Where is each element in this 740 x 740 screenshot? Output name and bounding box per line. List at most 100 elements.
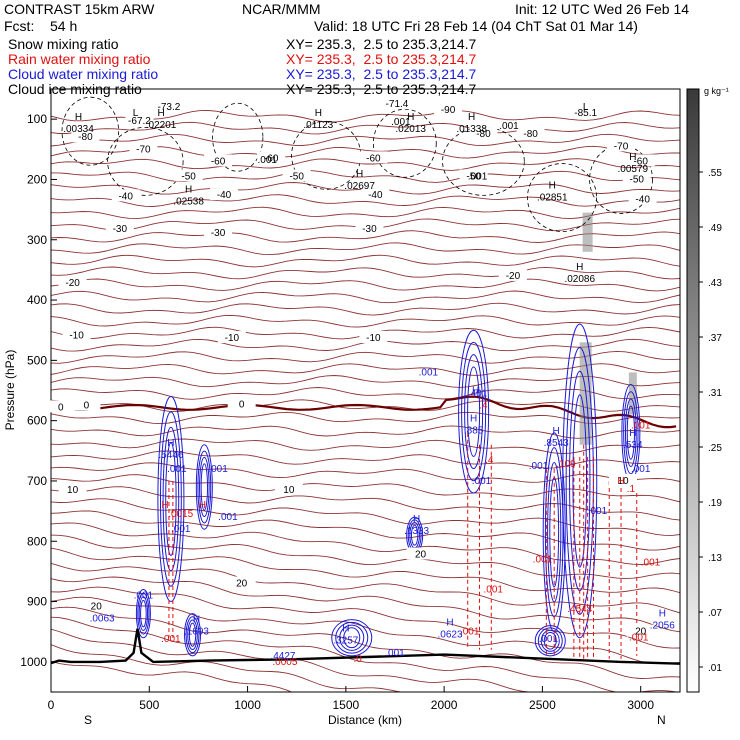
plot-frame [50,88,681,693]
isotherm-line [51,616,680,692]
isotherm-label-bg [382,97,411,110]
mixing-ratio-label: .001 [460,627,480,638]
isotherm-label: -90 [441,105,456,116]
isotherm-label: -50 [630,174,645,185]
mixing-ratio-label: .001 [499,121,519,132]
cloud-water-contour [547,462,562,603]
isotherm-label: -71.4 [386,99,409,110]
high-marker: H [468,112,475,123]
high-marker-value: .00334 [63,124,94,135]
isotherm-line [51,660,293,692]
high-marker-value: .01338 [456,124,487,135]
mixing-ratio-label: .001 [171,524,191,535]
high-marker: H [549,181,556,192]
isotherm-line [51,522,680,565]
isotherm-label: -80 [523,129,538,140]
x-tick-label: 1500 [332,698,359,712]
isotherm-label-bg [608,473,637,486]
isotherm-label-bg [174,169,203,182]
high-marker-value: .1333 [404,526,429,537]
isotherm-label: -10 [366,333,381,344]
mixing-ratio-label: .001 [629,633,649,644]
isotherm-label-bg [209,188,238,201]
high-marker: H [356,169,363,180]
cloud-water-contour [624,398,637,467]
isotherm-label-bg [469,127,498,140]
field-snow-xy: XY= 235.3, 2.5 to 235.3,214.7 [286,36,477,52]
high-marker-value: .02013 [395,124,426,135]
isotherm-line [51,498,680,536]
high-marker-value: .5446 [158,450,183,461]
cloud-water-contour [540,629,560,652]
x-tick-label: 500 [139,698,159,712]
mixing-ratio-label: .001 [631,464,651,475]
init-time: Init: 12 UTC Wed 26 Feb 14 [515,1,690,17]
axes: 0 500 1000 1500 2000 2500 30001002003004005006… [20,112,654,712]
y-tick-label: 1000 [20,655,47,669]
forecast-hours: 54 h [50,18,78,34]
high-marker-value: .01123 [303,120,333,131]
extremum-label: H [199,500,206,511]
isotherm-label: -30 [362,224,377,235]
isotherm-line [51,644,462,692]
cloud-water-contour [200,463,209,511]
high-marker: H [157,108,164,119]
extremum-label: L [583,102,589,113]
isotherm-label-bg [58,276,87,289]
isotherm-label: 10 [617,476,629,487]
isotherm-line [51,133,680,147]
isotherm-label-bg [607,139,636,152]
isotherm-label: -70 [614,141,629,152]
isotherm-label: -85.1 [574,108,597,119]
isotherm-line [51,586,680,649]
isotherm-label: -20 [65,278,80,289]
high-marker-value: .0623 [438,630,463,641]
high-marker: H [193,615,200,626]
cloud-water-contour [537,627,563,655]
mixing-ratio-label: .001 [641,557,661,568]
isotherm-label: -40 [217,190,232,201]
high-marker: H [342,624,349,635]
colorbar-gradient [686,88,700,693]
isotherm-label-bg [217,331,246,344]
high-marker-value: .8543 [544,438,569,449]
cloud-ice-contour [61,96,120,166]
colorbar-tick-label: .55 [708,168,722,179]
mixing-ratio-label: .001 [391,117,411,128]
isotherm-label: -40 [118,191,133,202]
cloud-water-contour [467,366,481,457]
isotherm-label: -30 [113,224,128,235]
cloud-water-contour [543,631,557,650]
model-title: CONTRAST 15km ARW [4,1,155,17]
isotherm-label-bg [571,106,600,119]
isotherm-label: 20 [236,578,248,589]
cloud-ice-contour [527,163,598,232]
mixing-ratio-label: .0063 [90,613,115,624]
cloud-water-contour [162,426,180,572]
isotherm-label: -20 [506,271,521,282]
cloud-water-contour [461,341,487,482]
isotherm-line [51,194,680,207]
high-marker: H [315,108,322,119]
cloud-water-contour [458,329,490,494]
isotherm-line [51,628,535,692]
mixing-ratio-label: .001 [484,584,504,595]
mixing-ratio-label: .001 [218,512,238,523]
cloud-water-contour [343,627,361,649]
isotherm-line [51,206,680,220]
isotherm-label: -10 [69,331,84,342]
isotherm-label-bg [628,192,657,205]
isotherm-label-bg [274,482,303,495]
high-marker-value: .00579 [618,164,649,175]
isotherm-label: -67.2 [128,116,151,127]
colorbar-tick-label: .43 [708,278,722,289]
mixing-ratio-label: .001 [385,648,405,659]
field-rain-name: Rain water mixing ratio [8,51,151,67]
high-marker-value: .02086 [564,274,595,285]
x-tick-label: 3000 [627,698,654,712]
mixing-ratio-label: .001 [539,634,559,645]
mixing-ratio-label: .4 [485,455,494,466]
isotherm-line [51,596,680,664]
isotherm-line [51,399,680,413]
